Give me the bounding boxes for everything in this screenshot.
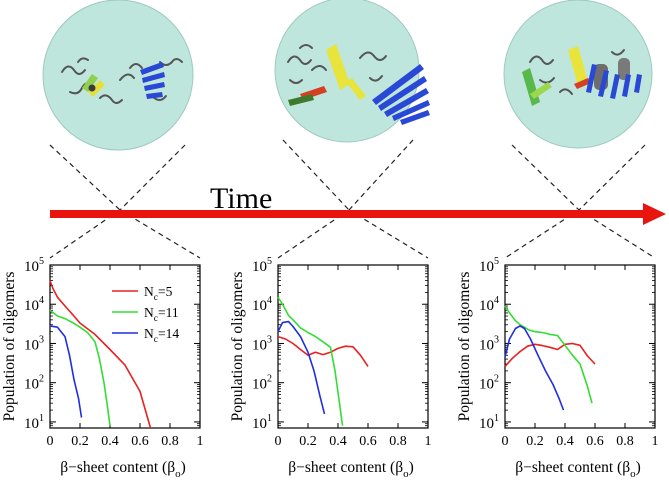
snapshot-bubble-3 [503, 0, 653, 149]
x-tick-label: 0.6 [131, 434, 149, 449]
y-tick-label: 104 [24, 295, 44, 314]
x-tick-label: 0 [275, 434, 282, 449]
yellow-red-green-sheet-icon [288, 44, 366, 106]
time-label: Time [210, 182, 272, 215]
blue-beta-sheet-icon [586, 64, 642, 99]
y-tick-label: 104 [252, 295, 272, 314]
y-axis-label: Population of oligomers [229, 272, 246, 422]
panel-projection-lines [49, 209, 656, 259]
x-tick-label: 1 [197, 434, 204, 449]
chart-panel-2: 0 0.2 0.4 0.6 0.8 1 105 104 103 102 101 Population … [229, 256, 432, 480]
x-tick-label: 0.2 [526, 434, 544, 449]
x-tick-label: 0.4 [329, 434, 347, 449]
plot-frame [49, 264, 201, 429]
y-tick-label: 102 [24, 374, 44, 393]
x-tick-label: 0.2 [299, 434, 317, 449]
y-tick-label: 101 [24, 413, 44, 432]
x-tick-label: 0.4 [101, 434, 119, 449]
y-tick-label: 103 [252, 334, 272, 353]
large-blue-beta-sheet-icon [372, 64, 430, 125]
y-tick-label: 101 [252, 413, 272, 432]
y-tick-label: 105 [252, 256, 272, 275]
chart-panel-3: 0 0.2 0.4 0.6 0.8 1 105 104 103 102 101 Population … [456, 256, 659, 480]
legend: Nc=5 Nc=11 Nc=14 [112, 284, 179, 345]
x-tick-label: 0 [47, 434, 54, 449]
snapshot-bubble-1 [42, 0, 194, 151]
x-tick-label: 1 [425, 434, 432, 449]
series-line-1 [504, 342, 596, 367]
series-line-1 [277, 335, 369, 367]
y-tick-label: 105 [479, 256, 499, 275]
x-axis-label: β−sheet content (βo) [515, 459, 641, 480]
y-tick-label: 103 [24, 334, 44, 353]
series-line-2 [277, 296, 344, 426]
y-tick-label: 105 [24, 256, 44, 275]
series-line-nc-14 [49, 325, 83, 418]
series-line-nc-11 [49, 309, 111, 426]
blue-beta-sheet-icon [140, 62, 165, 99]
chart-panels: 0 0.2 0.4 0.6 0.8 1105104103102101Population … [1, 256, 659, 480]
bubble-projection-lines [49, 139, 646, 211]
legend-label: Nc=14 [144, 326, 179, 345]
series-line-2 [504, 305, 593, 404]
legend-label: Nc=5 [144, 284, 173, 303]
x-tick-label: 0.8 [161, 434, 179, 449]
coil-strands-icon [287, 44, 387, 84]
x-tick-label: 0.6 [586, 434, 604, 449]
x-tick-label: 0.8 [616, 434, 634, 449]
x-axis-label: β−sheet content (βo) [60, 459, 186, 480]
series-line-nc-5 [49, 280, 152, 429]
x-tick-label: 1 [652, 434, 659, 449]
x-tick-label: 0 [502, 434, 509, 449]
series-line-3 [277, 320, 326, 415]
y-tick-label: 103 [479, 334, 499, 353]
x-tick-label: 0.4 [556, 434, 574, 449]
green-yellow-sheet-icon [82, 74, 105, 97]
x-axis-label: β−sheet content (βo) [288, 459, 414, 480]
x-tick-label: 0.6 [359, 434, 377, 449]
y-axis-label: Population of oligomers [456, 272, 473, 422]
y-tick-label: 104 [479, 295, 499, 314]
snapshot-bubble-2 [274, 0, 430, 143]
x-tick-label: 0.8 [389, 434, 407, 449]
plot-frame [504, 264, 656, 429]
y-tick-label: 102 [479, 374, 499, 393]
legend-label: Nc=11 [144, 305, 179, 324]
y-tick-label: 101 [479, 413, 499, 432]
y-tick-label: 102 [252, 374, 272, 393]
chart-panel-1: 0 0.2 0.4 0.6 0.8 1 105 104 103 102 101 Population … [1, 256, 204, 480]
y-axis-label: Population of oligomers [1, 272, 18, 422]
x-tick-label: 0.2 [71, 434, 89, 449]
green-yellow-sheet-icon [522, 46, 591, 106]
series-line-3 [504, 325, 565, 411]
plot-frame [277, 264, 429, 429]
time-arrow [50, 203, 666, 225]
